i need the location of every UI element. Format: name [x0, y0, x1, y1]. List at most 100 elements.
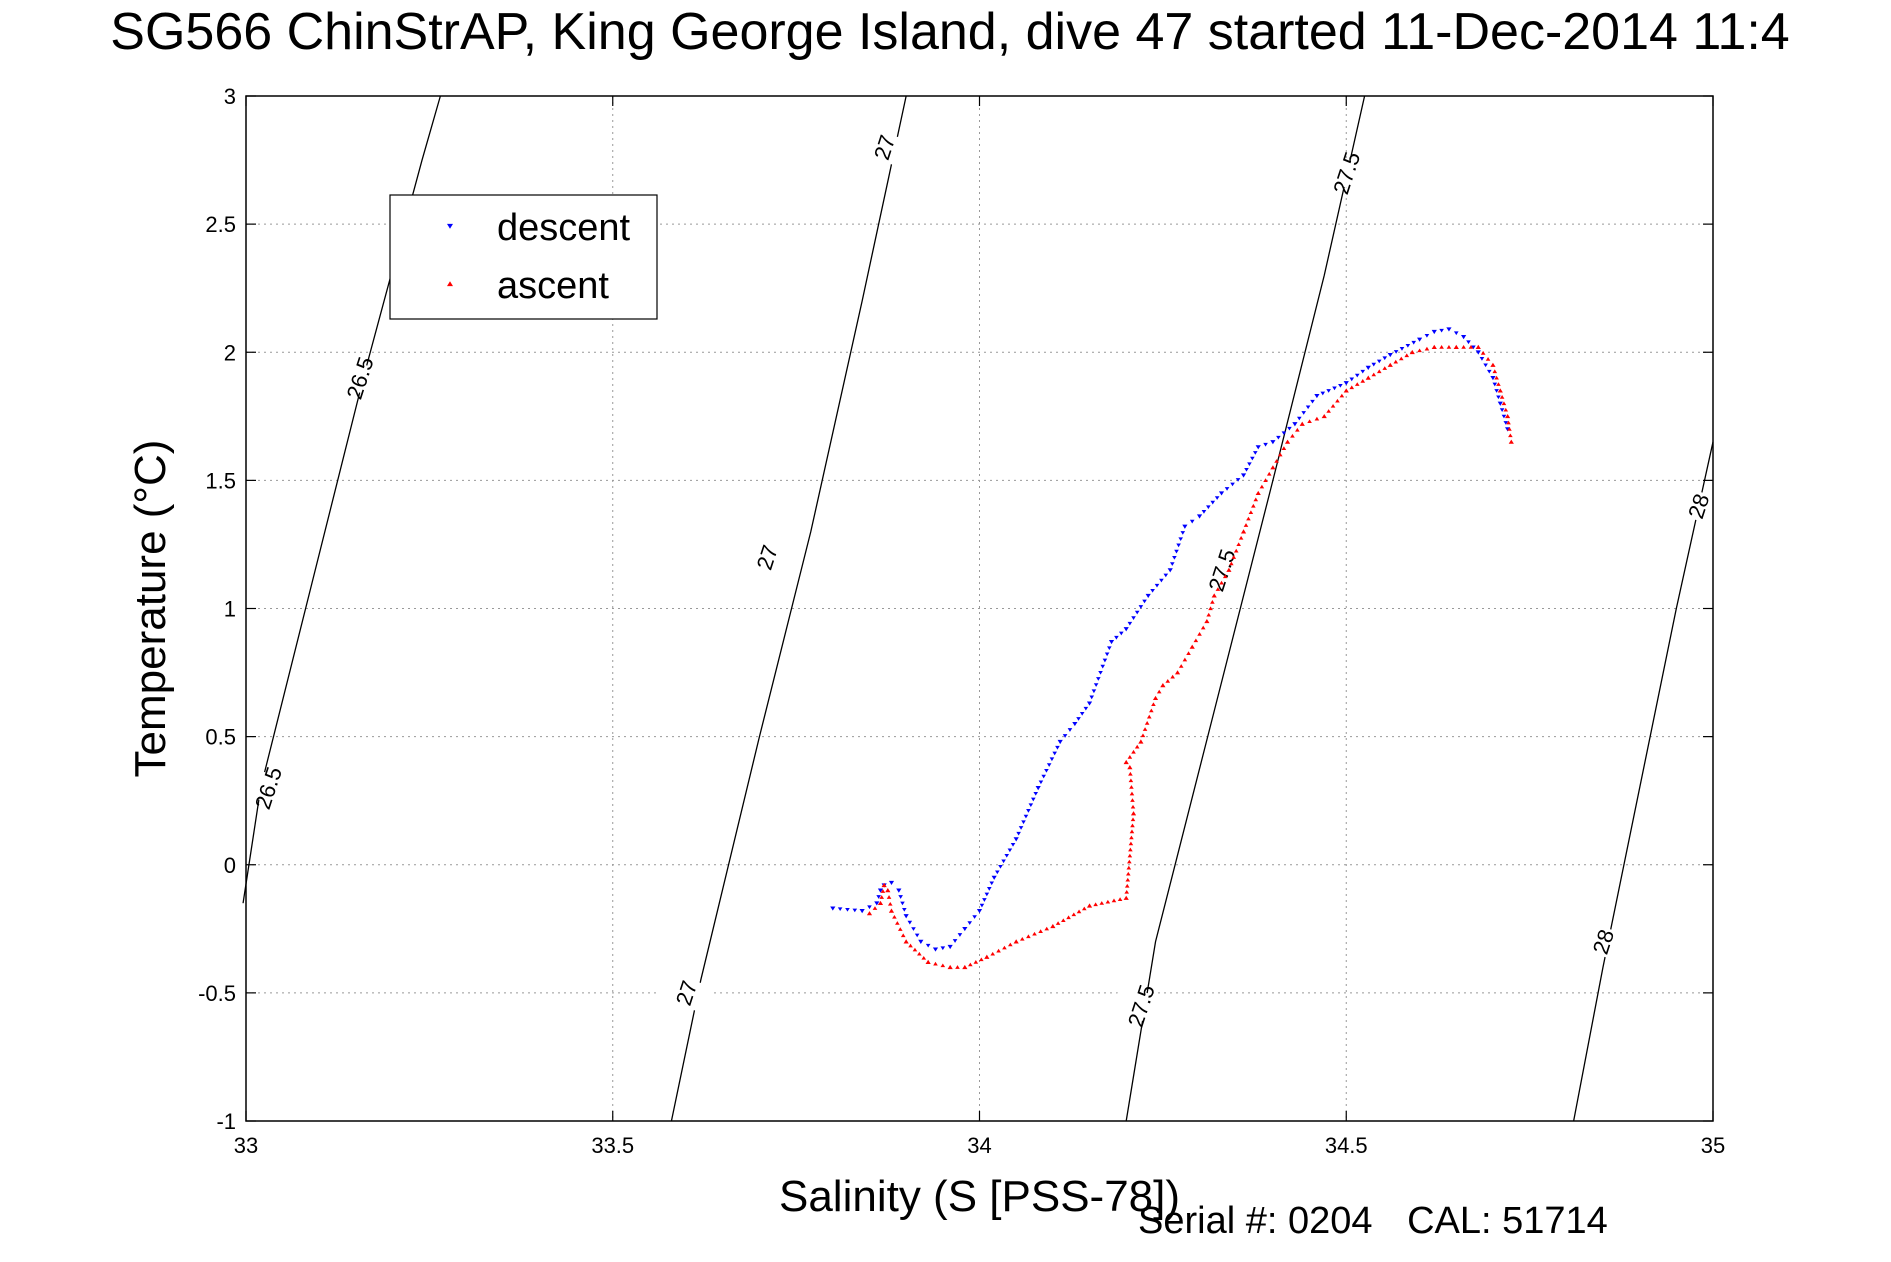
ascent-point — [1130, 798, 1135, 802]
descent-point — [1244, 468, 1249, 472]
ascent-point — [879, 895, 884, 899]
descent-point — [1490, 376, 1496, 381]
ascent-point — [1226, 567, 1232, 572]
ascent-point — [1251, 503, 1256, 508]
descent-point — [1096, 677, 1101, 681]
descent-point — [867, 905, 872, 910]
descent-point — [1055, 745, 1060, 750]
descent-point — [1371, 362, 1377, 367]
ascent-point — [1144, 721, 1150, 725]
descent-point — [1004, 853, 1010, 858]
ascent-point — [1243, 523, 1249, 527]
ascent-point — [1050, 923, 1056, 929]
descent-point — [1089, 695, 1095, 700]
descent-point — [874, 901, 880, 906]
descent-point — [1301, 411, 1307, 415]
descent-point — [830, 906, 836, 911]
descent-point — [1287, 426, 1292, 431]
descent-point — [1170, 562, 1175, 566]
ascent-point — [1013, 939, 1019, 944]
ascent-point — [917, 951, 922, 956]
descent-point — [1131, 616, 1136, 620]
ascent-point — [1233, 548, 1239, 553]
descent-point — [1479, 357, 1485, 361]
ascent-point — [1503, 407, 1509, 412]
ascent-point — [1099, 901, 1105, 905]
ascent-point — [1129, 785, 1134, 789]
descent-point — [1163, 573, 1169, 578]
descent-point — [1167, 568, 1173, 573]
ascent-point — [1238, 535, 1244, 540]
ascent-point — [1490, 362, 1496, 367]
descent-point — [1035, 786, 1041, 791]
ascent-point — [1126, 865, 1132, 870]
ascent-point — [1081, 906, 1087, 911]
ascent-point — [1365, 375, 1371, 380]
ascent-point — [996, 948, 1001, 953]
descent-point — [1411, 340, 1417, 345]
ascent-point — [1321, 413, 1327, 419]
ascent-point — [1138, 739, 1144, 744]
ascent-point — [1134, 744, 1140, 749]
descent-point — [1028, 803, 1034, 808]
ascent-point — [1128, 841, 1134, 846]
ascent-point — [1371, 372, 1377, 377]
descent-point — [1393, 350, 1399, 354]
descent-point — [900, 901, 905, 906]
ascent-point — [1032, 931, 1037, 936]
descent-point — [1046, 763, 1052, 767]
descent-point — [877, 888, 884, 893]
contour-label-bg — [1192, 548, 1251, 592]
descent-point — [1343, 381, 1349, 386]
descent-point — [903, 914, 909, 919]
ascent-point — [1284, 439, 1291, 444]
descent-point — [1247, 462, 1252, 467]
descent-point — [1349, 377, 1355, 382]
descent-point — [1010, 843, 1016, 847]
ascent-point — [1111, 898, 1117, 903]
y-tick-label: 3 — [224, 84, 236, 109]
descent-point — [1180, 531, 1186, 535]
ascent-point — [1165, 679, 1171, 683]
y-tick-label: 0.5 — [205, 725, 236, 750]
descent-point — [1026, 809, 1031, 813]
ascent-point — [1453, 344, 1459, 349]
descent-point — [1417, 337, 1423, 342]
ascent-point — [1071, 912, 1077, 917]
ascent-point — [1263, 478, 1268, 482]
ascent-point — [1468, 345, 1474, 349]
descent-point — [1098, 670, 1103, 675]
ascent-point — [885, 888, 891, 893]
descent-point — [1052, 751, 1057, 756]
ascent-point — [1222, 574, 1228, 579]
ascent-point — [1496, 382, 1501, 386]
ascent-point — [1200, 625, 1206, 630]
descent-point — [845, 907, 850, 912]
legend-marker-descent — [447, 223, 453, 229]
ascent-point — [1044, 926, 1050, 931]
ascent-point — [1270, 465, 1276, 470]
ascent-point — [880, 889, 886, 893]
ascent-point — [968, 962, 973, 967]
chart-title: SG566 ChinStrAP, King George Island, div… — [110, 3, 1790, 61]
descent-point — [1016, 831, 1021, 836]
ascent-point — [973, 960, 979, 964]
x-tick-label: 33 — [234, 1133, 258, 1158]
ascent-point — [1330, 403, 1336, 408]
ascent-point — [1061, 918, 1066, 923]
descent-point — [1310, 399, 1315, 404]
ascent-point — [1246, 516, 1251, 521]
x-tick-label: 33.5 — [591, 1133, 634, 1158]
descent-point — [1044, 768, 1049, 773]
ascent-point — [1480, 351, 1486, 355]
descent-point — [967, 921, 973, 925]
ascent-point — [1439, 345, 1444, 349]
ascent-point — [1215, 587, 1221, 591]
descent-point — [1250, 456, 1255, 461]
descent-point — [1189, 519, 1195, 524]
y-tick-label: 2 — [224, 340, 236, 365]
descent-point — [1224, 487, 1230, 491]
descent-point — [989, 881, 995, 886]
ascent-point — [1229, 561, 1234, 566]
descent-point — [1252, 451, 1258, 455]
